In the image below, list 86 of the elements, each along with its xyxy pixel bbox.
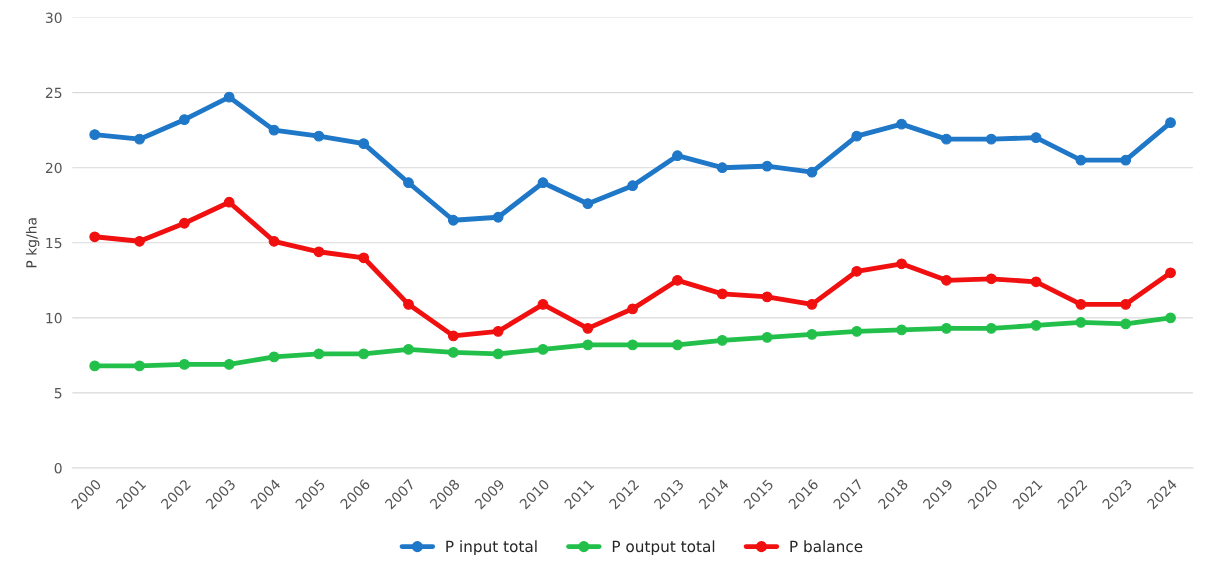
point: [358, 252, 370, 264]
point: [447, 214, 459, 226]
point: [985, 133, 997, 145]
point: [627, 339, 639, 351]
point: [268, 351, 280, 363]
y-tick-label: 5: [54, 388, 62, 399]
point: [537, 177, 549, 189]
point: [89, 129, 101, 141]
y-tick-label: 25: [45, 87, 62, 99]
point: [403, 344, 414, 355]
point: [851, 325, 863, 337]
point: [582, 198, 594, 210]
y-tick-label: 0: [54, 462, 62, 474]
point: [358, 138, 370, 150]
point: [223, 91, 235, 103]
point: [1030, 319, 1042, 331]
point: [178, 359, 190, 370]
point: [582, 322, 594, 334]
point: [761, 331, 773, 343]
point: [1165, 267, 1176, 279]
point: [896, 258, 907, 270]
point: [761, 160, 773, 172]
point: [941, 322, 952, 334]
point: [223, 359, 235, 370]
legend-label: P input total: [446, 540, 537, 556]
point: [178, 217, 190, 229]
point: [806, 328, 818, 340]
point: [716, 334, 728, 346]
point: [537, 298, 549, 310]
y-tick-label: 30: [45, 12, 62, 24]
point: [672, 274, 683, 286]
point: [313, 130, 325, 142]
point: [89, 360, 101, 372]
point: [627, 303, 639, 315]
point: [941, 133, 952, 145]
point: [313, 246, 325, 258]
point: [896, 324, 907, 336]
y-tick-label: 20: [45, 162, 62, 174]
point: [851, 130, 863, 142]
point: [358, 348, 370, 360]
point: [1120, 318, 1132, 330]
point: [582, 339, 594, 351]
point: [672, 339, 683, 351]
point: [851, 265, 863, 277]
y-tick-label: 15: [46, 237, 62, 249]
point: [896, 118, 907, 130]
point: [716, 162, 728, 174]
y-tick-label: 10: [46, 312, 62, 324]
point: [223, 196, 235, 208]
point: [806, 166, 818, 178]
point: [492, 211, 504, 223]
point: [492, 348, 504, 360]
y-axis-title: P kg/ha: [25, 218, 40, 268]
point: [1030, 132, 1042, 144]
point: [89, 231, 101, 243]
point: [1075, 316, 1087, 328]
point: [447, 330, 459, 342]
point: [941, 274, 952, 286]
point: [1030, 276, 1042, 288]
point: [313, 348, 325, 360]
point: [492, 325, 504, 337]
point: [627, 180, 639, 192]
point: [761, 291, 773, 303]
point: [403, 298, 414, 310]
point: [447, 347, 459, 358]
point: [1165, 312, 1176, 324]
point: [672, 150, 683, 162]
legend-label: P output total: [612, 540, 715, 556]
point: [268, 124, 280, 136]
point: [1075, 298, 1087, 310]
point: [985, 322, 997, 334]
point: [1120, 154, 1132, 166]
legend-label: P balance: [790, 540, 863, 553]
point: [1075, 154, 1087, 166]
point: [134, 360, 145, 372]
point: [985, 273, 997, 285]
point: [134, 133, 145, 145]
point: [716, 288, 728, 300]
point: [537, 344, 549, 355]
point: [403, 177, 414, 189]
point: [178, 114, 190, 126]
point: [1120, 298, 1132, 310]
point: [1165, 117, 1176, 129]
point: [268, 235, 280, 247]
point: [134, 235, 145, 247]
point: [806, 298, 818, 310]
